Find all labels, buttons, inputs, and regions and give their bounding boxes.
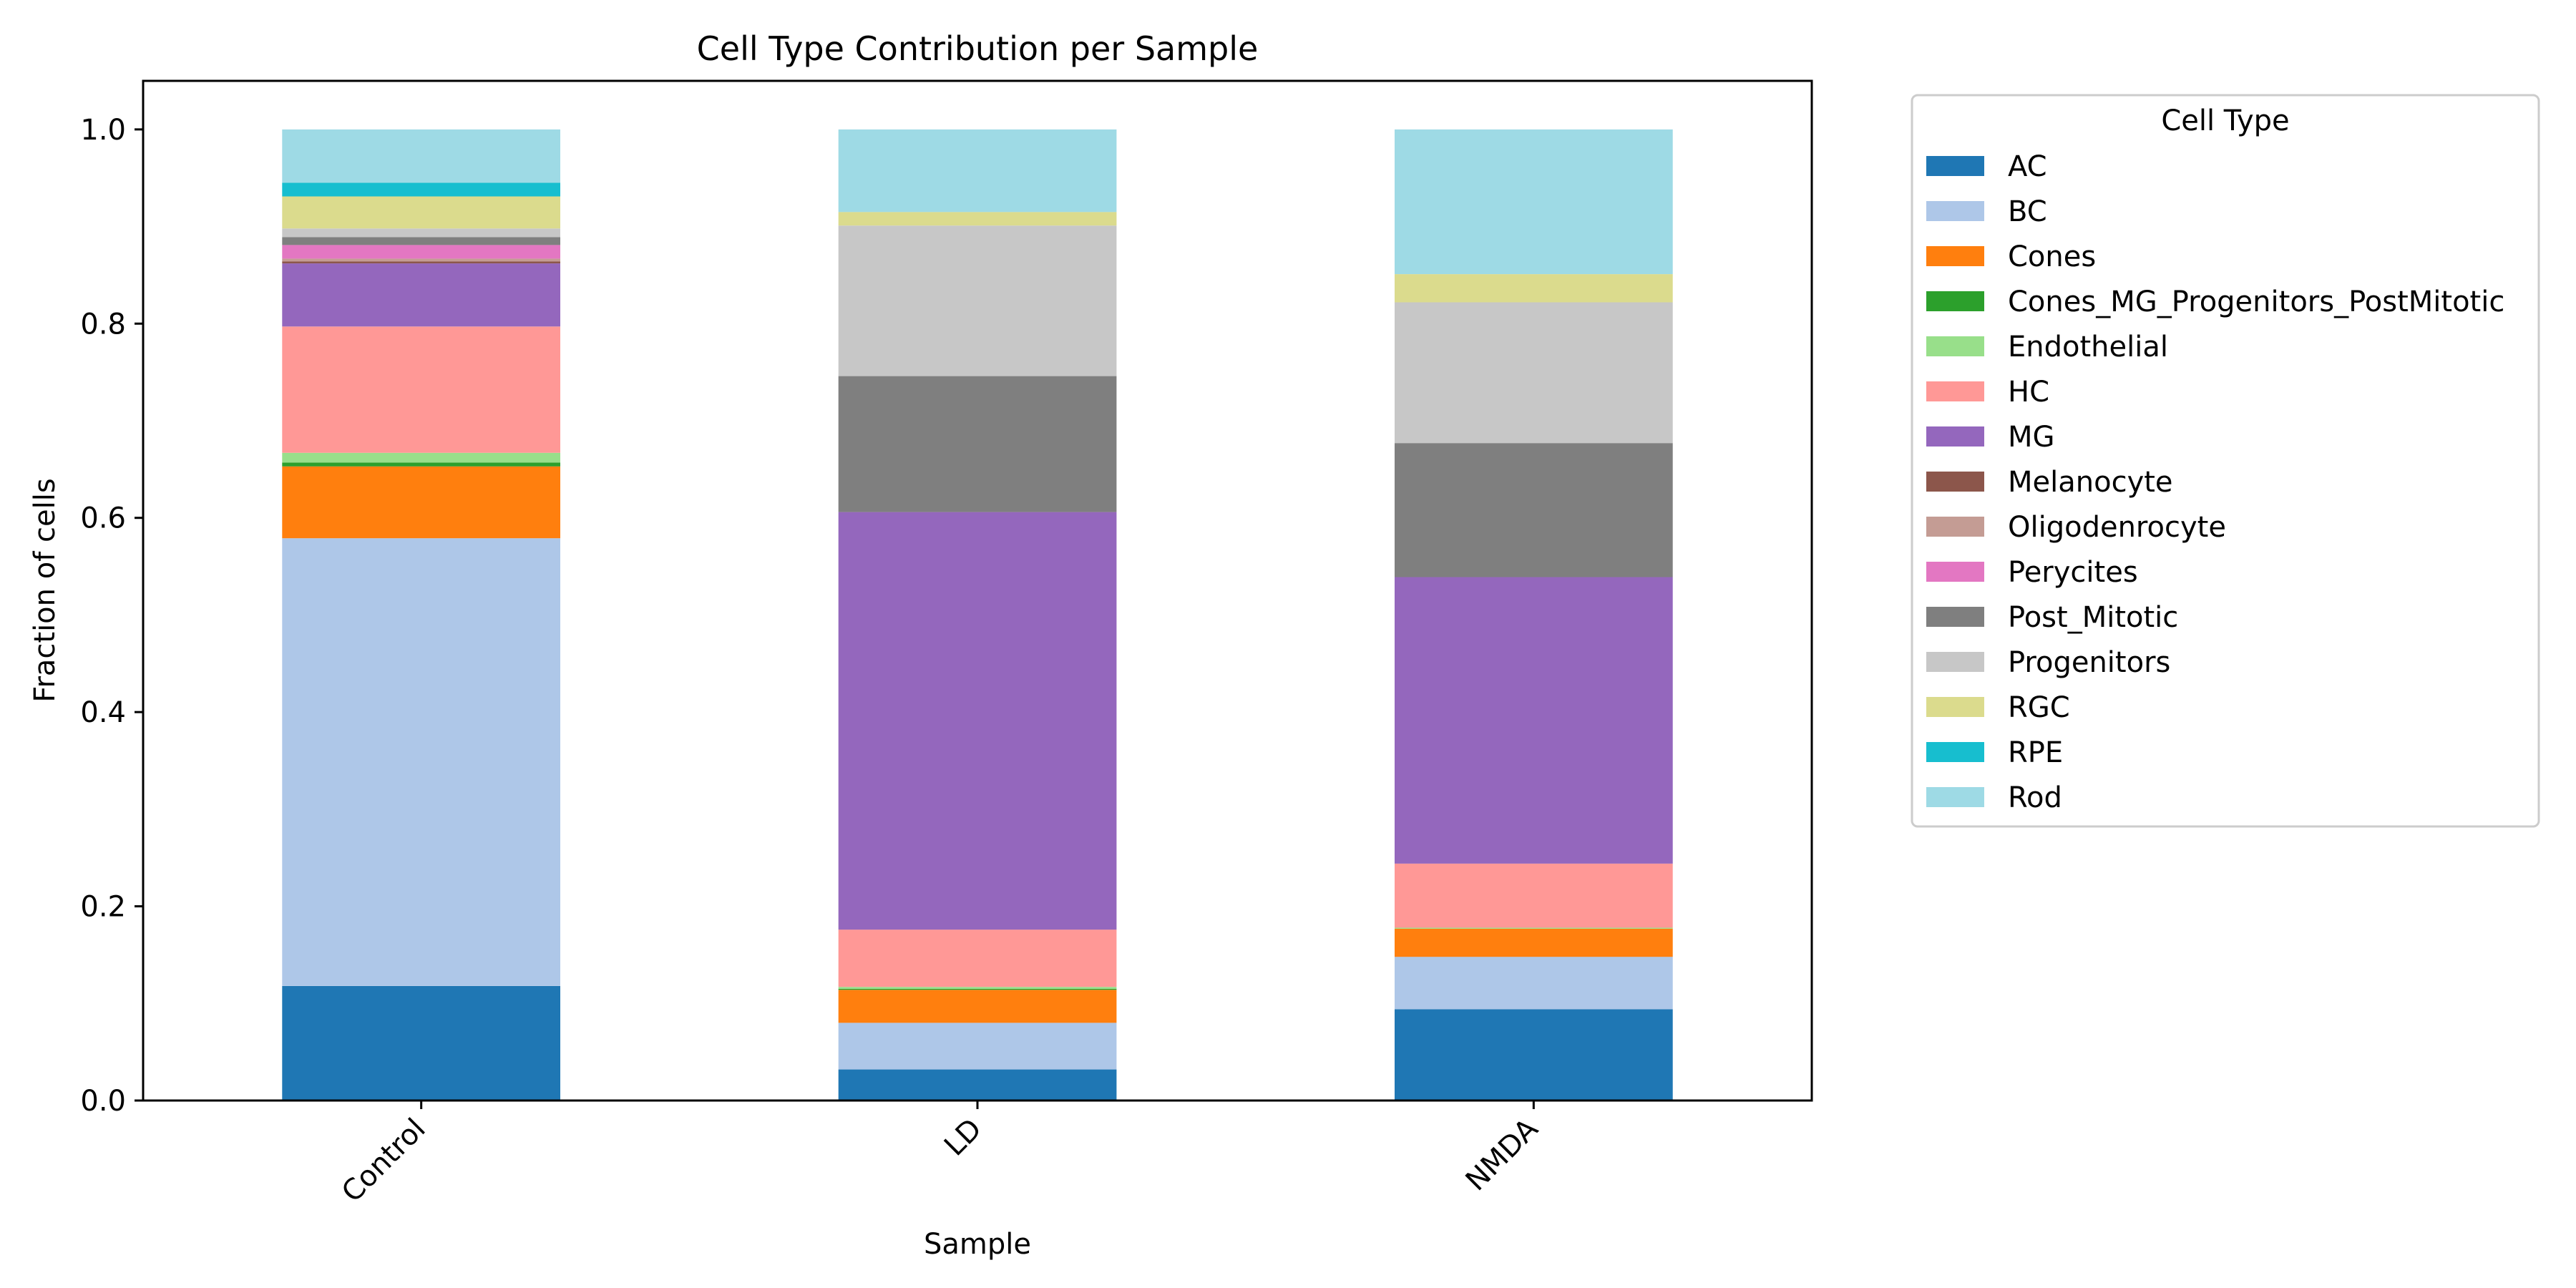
legend-label-perycites: Perycites bbox=[2008, 556, 2138, 589]
bar-segment-bc-ld bbox=[838, 1023, 1117, 1070]
legend-swatch-cones bbox=[1926, 246, 1984, 266]
bar-segment-cones-mg-progenitors-postmitotic-control bbox=[282, 462, 560, 467]
bar-segment-cones-ld bbox=[838, 990, 1117, 1023]
y-tick-label: 0.4 bbox=[80, 696, 126, 729]
bar-segment-post-mitotic-nmda bbox=[1395, 443, 1673, 577]
bar-segment-progenitors-nmda bbox=[1395, 302, 1673, 444]
chart-title: Cell Type Contribution per Sample bbox=[697, 29, 1259, 68]
y-tick-label: 0.8 bbox=[80, 308, 126, 341]
legend-label-progenitors: Progenitors bbox=[2008, 646, 2170, 679]
legend-title: Cell Type bbox=[2161, 104, 2289, 137]
legend-swatch-hc bbox=[1926, 381, 1984, 401]
y-axis: 0.0 0.2 0.4 0.6 0.8 1.0 bbox=[80, 114, 143, 1118]
plot-area bbox=[282, 129, 1673, 1101]
legend: Cell Type AC BC Cones Cones_MG_Progenitors_… bbox=[1911, 94, 2540, 828]
bar-segment-rod-ld bbox=[838, 129, 1117, 213]
legend-label-oligodenrocyte: Oligodenrocyte bbox=[2008, 511, 2226, 544]
bar-segment-endothelial-control bbox=[282, 452, 560, 463]
bar-segment-melanocyte-control bbox=[282, 261, 560, 264]
bar-segment-ac-nmda bbox=[1395, 1009, 1673, 1101]
legend-label-rod: Rod bbox=[2008, 781, 2062, 814]
legend-swatch-bc bbox=[1926, 201, 1984, 221]
bar-segment-hc-ld bbox=[838, 930, 1117, 987]
x-axis-label: Sample bbox=[924, 1228, 1031, 1261]
bar-segment-endothelial-ld bbox=[838, 987, 1117, 989]
bar-segment-cones-nmda bbox=[1395, 928, 1673, 957]
legend-label-rgc: RGC bbox=[2008, 691, 2070, 724]
bar-segment-oligodenrocyte-control bbox=[282, 258, 560, 262]
legend-swatch-cones-mg-progenitors-postmitotic bbox=[1926, 291, 1984, 311]
legend-label-cones: Cones bbox=[2008, 240, 2096, 273]
y-tick-label: 0.0 bbox=[80, 1085, 126, 1118]
legend-label-rpe: RPE bbox=[2008, 736, 2063, 769]
legend-items: AC BC Cones Cones_MG_Progenitors_PostMitoti… bbox=[1926, 150, 2504, 814]
legend-swatch-mg bbox=[1926, 426, 1984, 447]
legend-swatch-endothelial bbox=[1926, 336, 1984, 356]
legend-label-bc: BC bbox=[2008, 195, 2047, 228]
legend-swatch-rod bbox=[1926, 787, 1984, 807]
legend-swatch-progenitors bbox=[1926, 652, 1984, 672]
bar-segment-post-mitotic-control bbox=[282, 237, 560, 245]
bar-segment-endothelial-nmda bbox=[1395, 927, 1673, 929]
y-axis-label: Fraction of cells bbox=[29, 478, 62, 702]
legend-label-mg: MG bbox=[2008, 421, 2055, 454]
legend-label-hc: HC bbox=[2008, 376, 2049, 409]
bar-segment-post-mitotic-ld bbox=[838, 376, 1117, 512]
legend-swatch-perycites bbox=[1926, 562, 1984, 582]
bar-segment-mg-control bbox=[282, 263, 560, 327]
bar-segment-bc-nmda bbox=[1395, 957, 1673, 1010]
bar-segment-cones-control bbox=[282, 466, 560, 539]
bar-segment-rod-nmda bbox=[1395, 129, 1673, 275]
legend-swatch-oligodenrocyte bbox=[1926, 517, 1984, 537]
legend-label-post-mitotic: Post_Mitotic bbox=[2008, 601, 2178, 634]
y-tick-label: 1.0 bbox=[80, 114, 126, 147]
bar-segment-rod-control bbox=[282, 129, 560, 183]
y-tick-label: 0.6 bbox=[80, 502, 126, 535]
bar-segment-ac-control bbox=[282, 985, 560, 1101]
bar-segment-rgc-nmda bbox=[1395, 274, 1673, 303]
legend-label-cones-mg-progenitors-postmitotic: Cones_MG_Progenitors_PostMitotic bbox=[2008, 286, 2504, 318]
bar-segment-cones-mg-progenitors-postmitotic-ld bbox=[838, 988, 1117, 990]
legend-swatch-rpe bbox=[1926, 742, 1984, 762]
bar-segment-rpe-control bbox=[282, 182, 560, 197]
bar-segment-rgc-control bbox=[282, 196, 560, 229]
bar-segment-rgc-ld bbox=[838, 212, 1117, 226]
legend-label-endothelial: Endothelial bbox=[2008, 331, 2168, 364]
legend-swatch-post-mitotic bbox=[1926, 607, 1984, 627]
legend-label-ac: AC bbox=[2008, 150, 2047, 183]
bar-segment-hc-nmda bbox=[1395, 863, 1673, 928]
bar-segment-mg-ld bbox=[838, 512, 1117, 930]
legend-swatch-rgc bbox=[1926, 697, 1984, 717]
y-tick-label: 0.2 bbox=[80, 891, 126, 924]
bar-segment-perycites-control bbox=[282, 245, 560, 259]
legend-swatch-ac bbox=[1926, 156, 1984, 176]
legend-label-melanocyte: Melanocyte bbox=[2008, 466, 2173, 499]
bar-segment-progenitors-control bbox=[282, 228, 560, 238]
bar-segment-mg-nmda bbox=[1395, 577, 1673, 864]
bar-segment-hc-control bbox=[282, 326, 560, 453]
bar-segment-bc-control bbox=[282, 538, 560, 986]
legend-frame bbox=[1911, 94, 2540, 828]
bar-segment-progenitors-ld bbox=[838, 225, 1117, 376]
legend-swatch-melanocyte bbox=[1926, 472, 1984, 492]
bar-segment-ac-ld bbox=[838, 1069, 1117, 1101]
